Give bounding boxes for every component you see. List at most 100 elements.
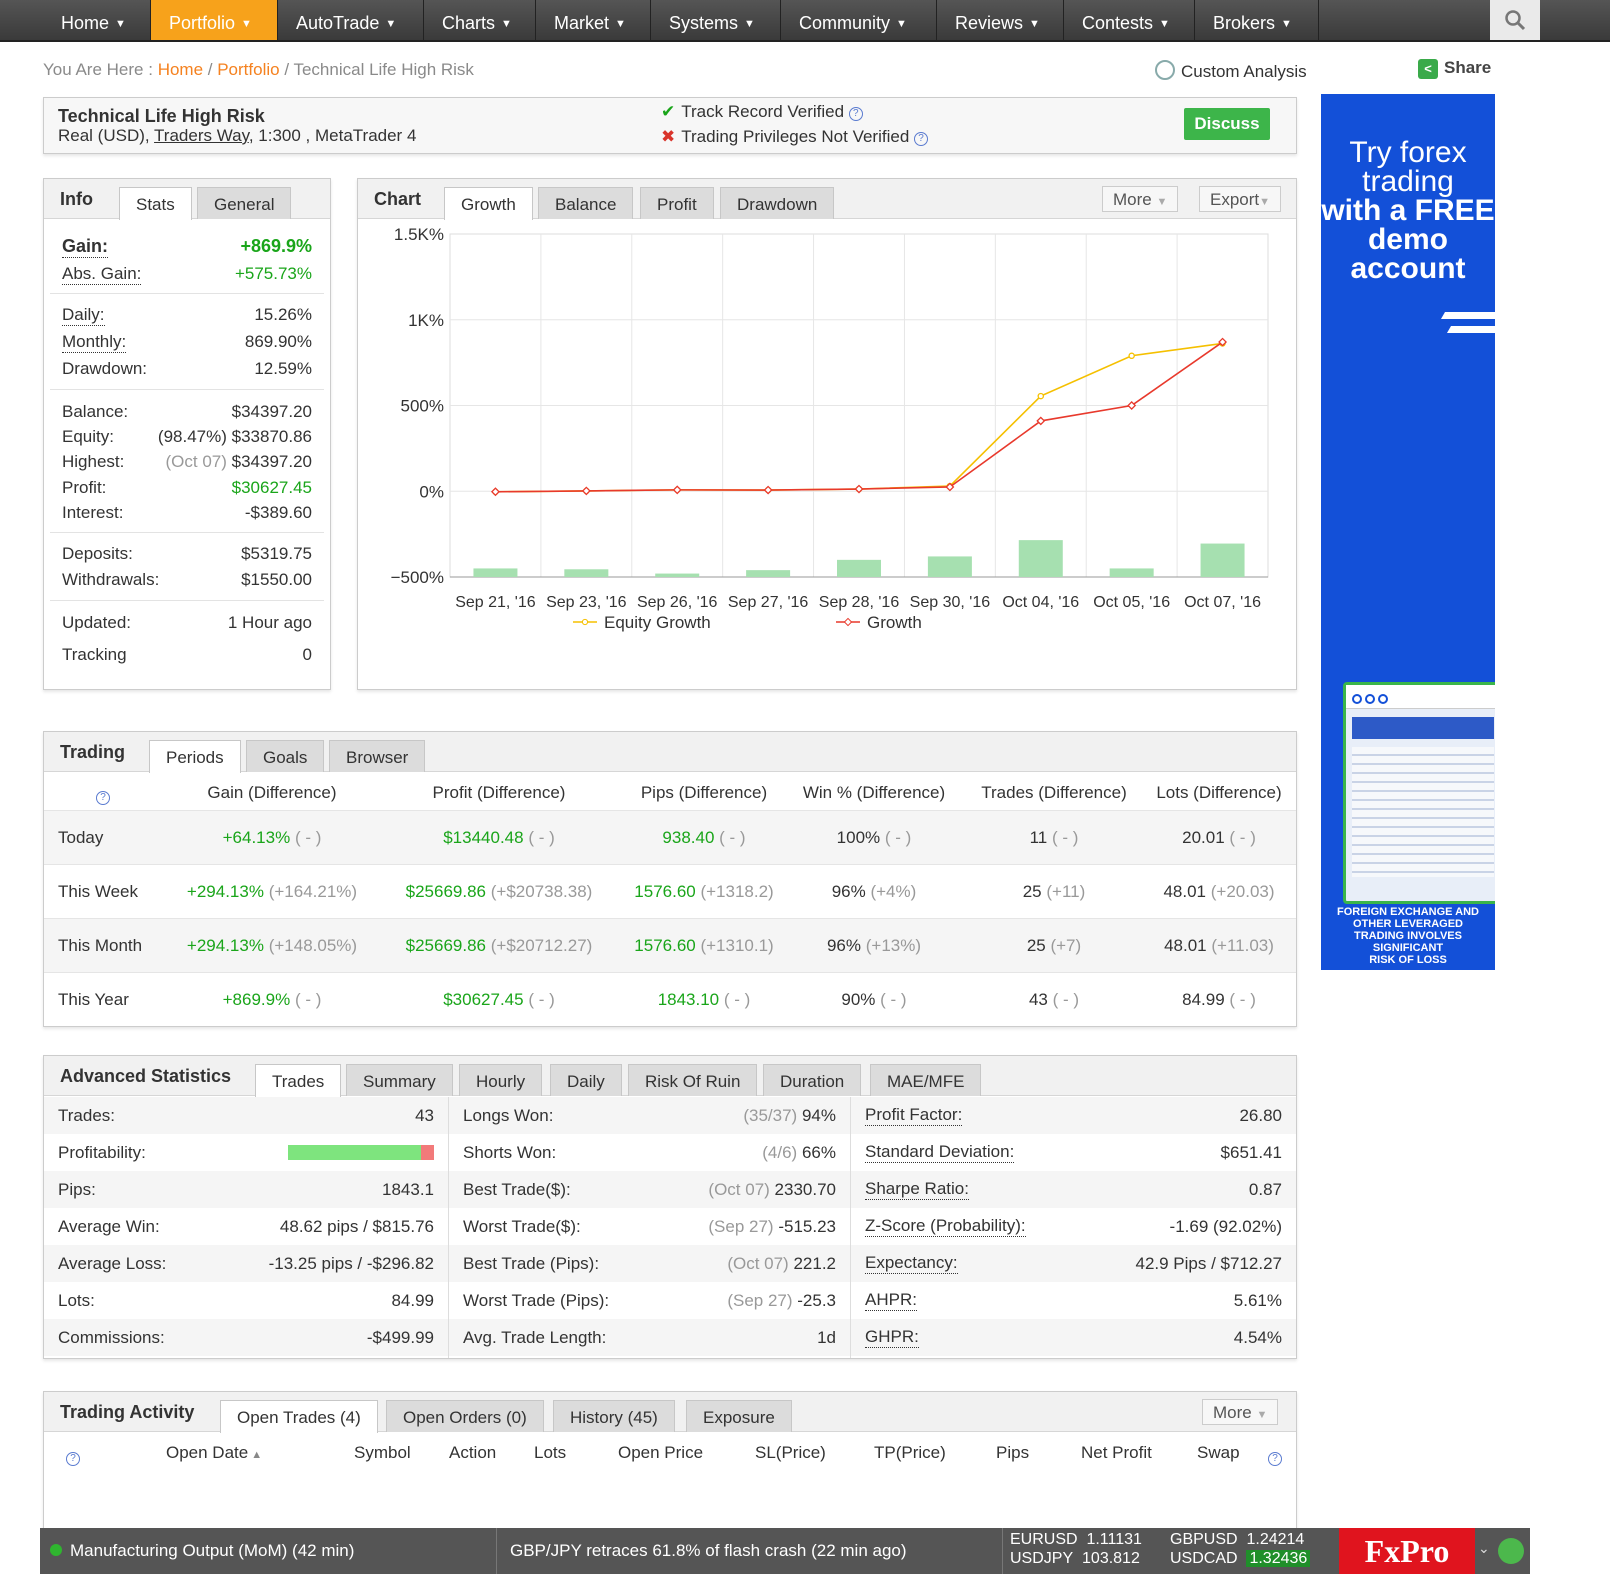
breadcrumb-portfolio-link[interactable]: Portfolio [217,60,280,79]
help-icon[interactable]: ? [914,132,929,146]
track-record-status: ✔ Track Record Verified ? [661,102,863,122]
export-dropdown[interactable]: Export▼ [1199,186,1282,212]
table-cell: $13440.48 ( - ) [389,828,609,848]
help-icon[interactable]: ? [96,791,110,805]
tab-goals[interactable]: Goals [246,740,325,772]
help-icon[interactable]: ? [66,1452,80,1466]
nav-portfolio[interactable]: Portfolio ▼ [151,0,278,40]
volume-bar [473,568,518,577]
custom-analysis-link[interactable]: Custom Analysis [1155,60,1307,82]
header-action[interactable]: Action [449,1443,497,1462]
header-symbol[interactable]: Symbol [354,1443,411,1462]
tab-history[interactable]: History (45) [553,1400,675,1432]
nav-brokers[interactable]: Brokers ▼ [1195,0,1319,40]
data-point [1127,401,1137,410]
data-point [854,484,864,494]
header-swap[interactable]: Swap [1197,1443,1240,1462]
help-icon[interactable]: ? [1268,1452,1282,1466]
header-net-profit[interactable]: Net Profit [1081,1443,1152,1462]
nav-reviews[interactable]: Reviews ▼ [937,0,1064,40]
fxpro-logo[interactable]: FxPro [1339,1528,1475,1574]
tab-open-orders[interactable]: Open Orders (0) [386,1400,544,1432]
tab-trades[interactable]: Trades [255,1064,342,1097]
nav-community[interactable]: Community ▼ [781,0,937,40]
stat-label: AHPR: [865,1290,917,1311]
legend-marker [843,617,853,627]
more-dropdown[interactable]: More ▼ [1102,186,1179,212]
stat-row: Shorts Won: (4/6) 66% [449,1134,850,1171]
stat-label: Average Loss: [58,1254,167,1273]
tab-exposure[interactable]: Exposure [686,1400,792,1432]
chevron-down-icon[interactable]: ⌄ [1478,1540,1490,1556]
nav-systems[interactable]: Systems ▼ [651,0,781,40]
tab-hourly[interactable]: Hourly [459,1064,543,1096]
profit-label: Profit: [62,478,107,497]
chat-icon[interactable] [1498,1538,1524,1564]
header-tp-price[interactable]: TP(Price) [874,1443,946,1462]
help-icon[interactable]: ? [848,107,863,121]
nav-contests[interactable]: Contests ▼ [1064,0,1195,40]
tab-summary[interactable]: Summary [346,1064,453,1096]
cell-difference: (+11.03) [1211,936,1274,955]
nav-portfolio-label: Portfolio [169,13,236,33]
ticker-news-1[interactable]: Manufacturing Output (MoM) (42 min) [50,1541,354,1561]
stat-value: 5.61% [1233,1291,1282,1310]
stat-row: GHPR: 4.54% [851,1319,1296,1356]
search-icon [1505,10,1526,31]
tab-drawdown[interactable]: Drawdown [720,187,835,219]
header-sl-price[interactable]: SL(Price) [755,1443,826,1462]
header-gain: Gain (Difference) [207,783,337,802]
ticker-news-2[interactable]: GBP/JPY retraces 61.8% of flash crash (2… [510,1541,907,1560]
stat-value: -$499.99 [366,1328,434,1347]
cell-difference: (+$20712.27) [490,936,593,955]
stat-context: (Sep 27) [727,1291,793,1310]
privileges-label: Trading Privileges Not Verified [681,127,910,146]
stat-row: Average Win: 48.62 pips / $815.76 [44,1208,448,1245]
tab-periods[interactable]: Periods [149,740,241,773]
broker-link[interactable]: Traders Way [154,126,249,145]
header-open-price[interactable]: Open Price [618,1443,704,1462]
tab-growth[interactable]: Growth [444,187,533,220]
cell-value: 20.01 [1182,828,1225,847]
stat-value-wrapper: (Sep 27) -515.23 [708,1208,836,1245]
tab-profit[interactable]: Profit [640,187,714,219]
stat-row: Average Loss: -13.25 pips / -$296.82 [44,1245,448,1282]
tab-duration[interactable]: Duration [763,1064,862,1096]
x-tick-label: Sep 26, '16 [637,594,718,611]
tab-daily[interactable]: Daily [550,1064,622,1096]
breadcrumb-home-link[interactable]: Home [157,60,204,79]
tab-stats[interactable]: Stats [119,187,192,220]
cell-difference: ( - ) [1051,828,1079,847]
ad-window-controls [1346,685,1495,709]
header-open-date[interactable]: Open Date ▲ [166,1443,262,1463]
advertisement-banner[interactable]: Try forex trading with a FREE demo accou… [1321,94,1495,970]
header-lots[interactable]: Lots [534,1443,567,1462]
search-button[interactable] [1490,0,1540,40]
cell-difference: ( - ) [1229,990,1256,1009]
nav-autotrade[interactable]: AutoTrade ▼ [278,0,424,40]
tab-general[interactable]: General [197,187,292,219]
table-cell: 43 ( - ) [944,990,1164,1010]
cell-difference: (+1310.1) [700,936,774,955]
tab-risk-of-ruin[interactable]: Risk Of Ruin [628,1064,758,1096]
table-cell: 96% (+13%) [764,936,984,956]
tab-open-trades[interactable]: Open Trades (4) [220,1400,378,1433]
tab-browser[interactable]: Browser [329,740,426,772]
nav-charts[interactable]: Charts ▼ [424,0,536,40]
caret-down-icon: ▼ [241,18,252,30]
cell-value: $30627.45 [443,990,524,1009]
chart-panel: Chart Growth Balance Profit Drawdown Mor… [357,178,1297,690]
row-label: This Week [58,882,138,901]
cell-difference: ( - ) [528,828,555,847]
cell-value: 11 [1029,828,1048,847]
more-dropdown[interactable]: More ▼ [1202,1399,1279,1425]
header-pips[interactable]: Pips [996,1443,1030,1462]
data-point [581,486,591,496]
share-button[interactable]: < Share [1418,58,1491,79]
tab-balance[interactable]: Balance [538,187,634,219]
nav-market[interactable]: Market ▼ [536,0,651,40]
discuss-button[interactable]: Discuss [1184,108,1270,140]
cell-difference: (+11) [1046,882,1086,901]
nav-home[interactable]: Home ▼ [43,0,151,40]
tab-mae-mfe[interactable]: MAE/MFE [870,1064,982,1096]
